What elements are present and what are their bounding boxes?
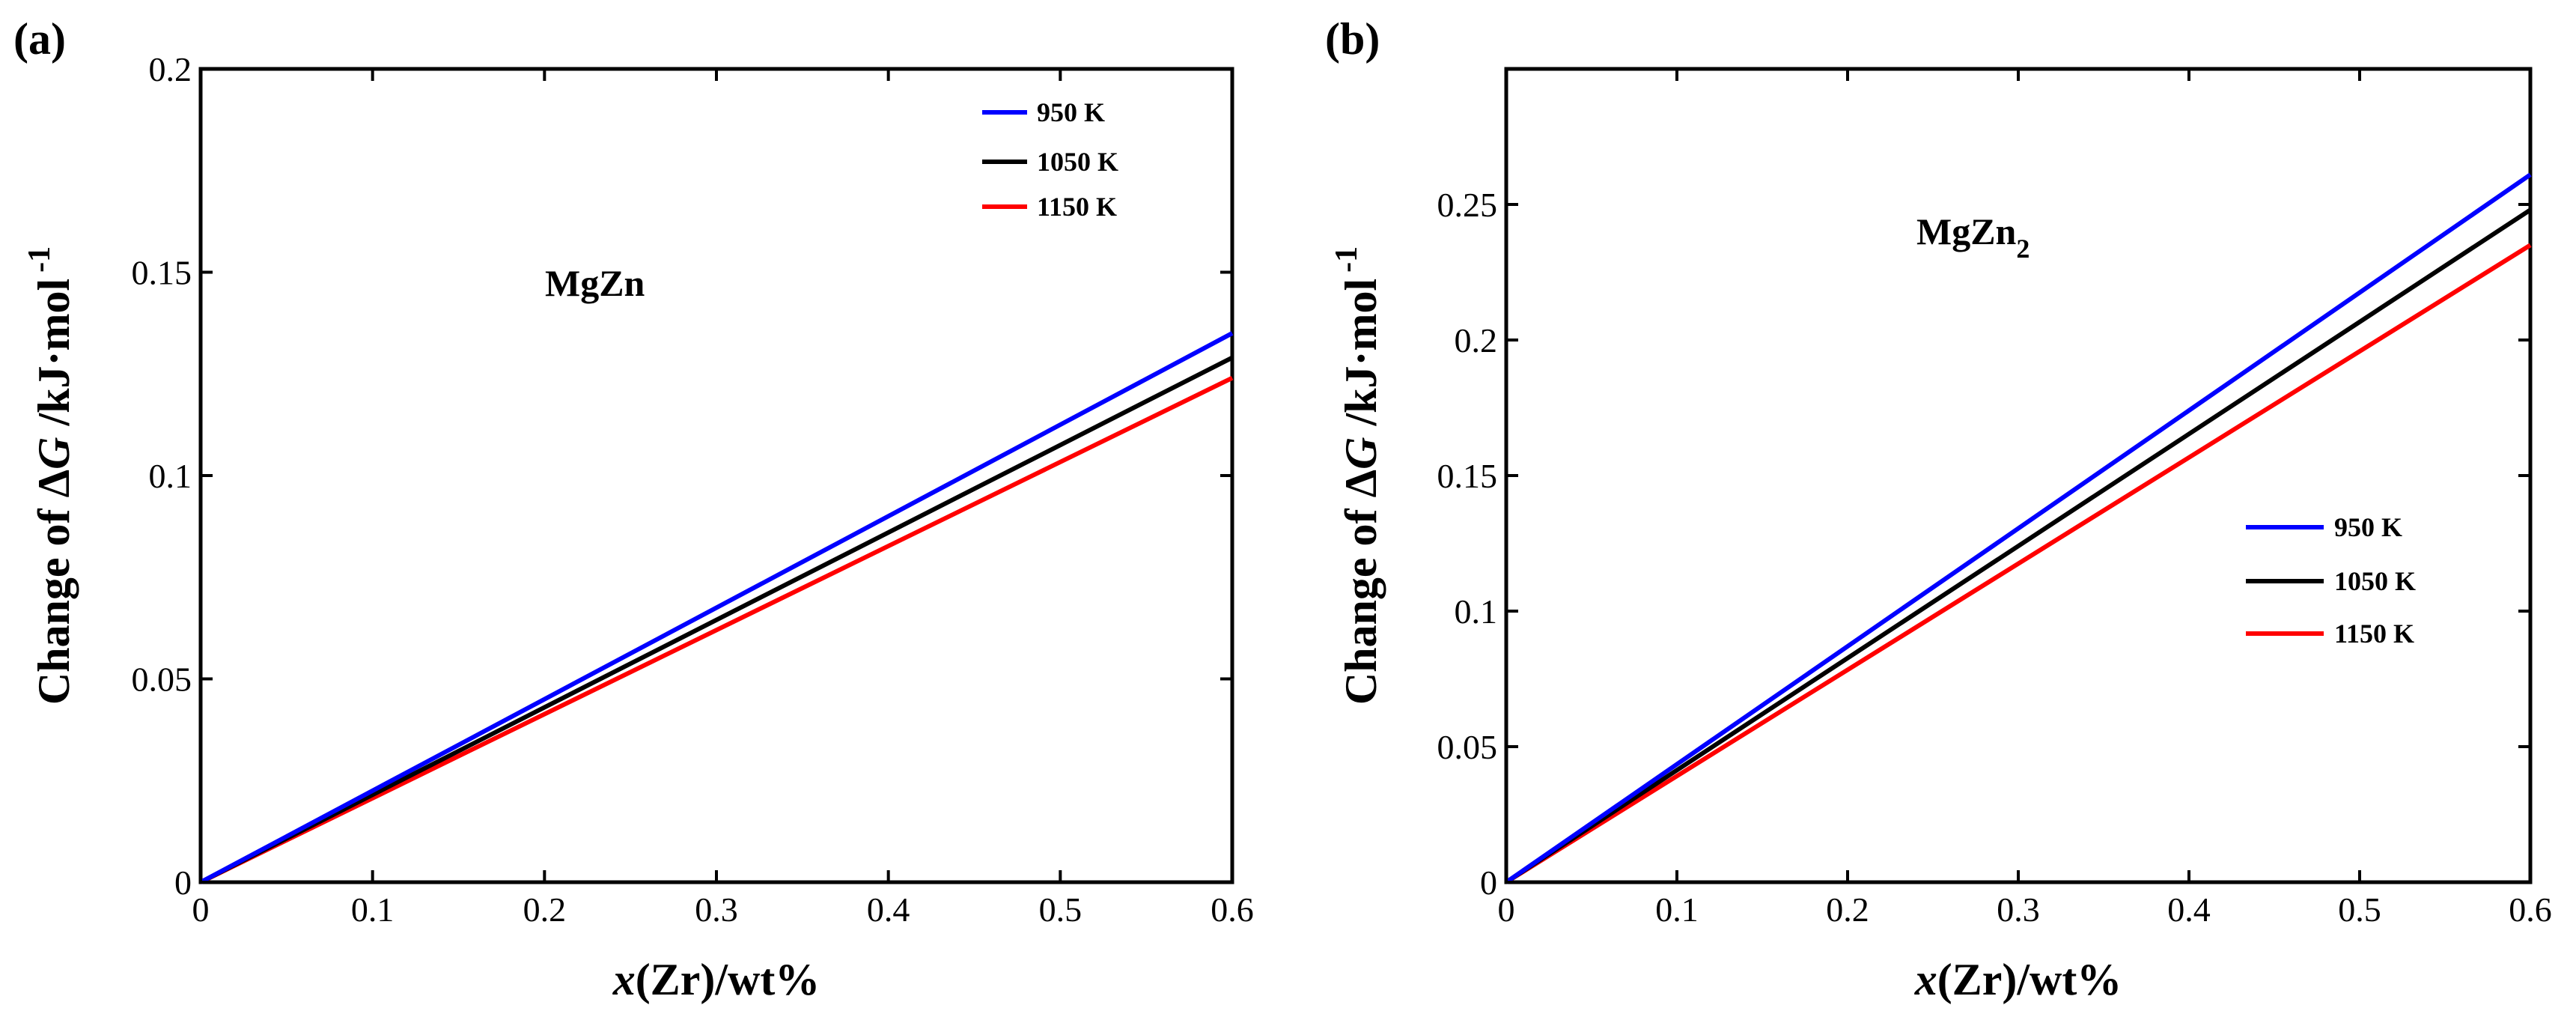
x-tick-label: 0.4 (2167, 890, 2211, 929)
panel-label: (b) (1325, 14, 1380, 64)
panel-b: (b) 0 0.1 0.2 0.3 0.4 0.5 0.6 0 0.05 0.1 0.15 0.2 0.… (1325, 14, 2552, 1004)
x-tick-label: 0.3 (1997, 890, 2040, 929)
series-layer (1505, 172, 2532, 884)
legend-label-1050k: 1050 K (2334, 566, 2416, 596)
y-axis-label-suffix: /kJ·mol (29, 279, 79, 437)
legend-label-1150k: 1150 K (1037, 192, 1117, 222)
y-tick-label: 0.1 (149, 457, 192, 495)
plot-frame (198, 67, 1234, 884)
legend-label-950k: 950 K (1037, 97, 1105, 127)
compound-annotation: MgZn (545, 262, 645, 304)
x-tick-label: 0.6 (2509, 890, 2552, 929)
x-axis-label: x(Zr)/wt% (612, 955, 820, 1004)
tick-layer: 0 0.1 0.2 0.3 0.4 0.5 0.6 0 0.05 0.1 0.15 0.2 0.25 (1437, 69, 2552, 929)
series-line-1150k (199, 375, 1234, 884)
y-axis-label-prefix: Change of Δ (29, 470, 79, 705)
x-axis-label: x(Zr)/wt% (1914, 955, 2122, 1004)
x-tick-label: 0.2 (1826, 890, 1869, 929)
y-axis-label: Change of ΔG /kJ·mol -1 (1330, 246, 1386, 705)
series-line-950k (199, 331, 1234, 884)
series-line-1150k (1505, 243, 2532, 884)
y-tick-label: 0.15 (132, 254, 192, 292)
plot-frame (1504, 67, 2533, 884)
x-tick-label: 0.5 (1039, 890, 1083, 929)
y-tick-label: 0.05 (132, 661, 192, 699)
y-axis-label-italic: G (29, 437, 79, 470)
y-axis-label-superscript: -1 (22, 246, 57, 273)
annotation-subscript: 2 (2016, 234, 2030, 264)
y-tick-label: 0.1 (1455, 592, 1498, 631)
x-tick-label: 0.5 (2338, 890, 2381, 929)
legend-label-1050k: 1050 K (1037, 147, 1118, 177)
y-axis-label-suffix: /kJ·mol (1336, 279, 1386, 437)
y-tick-label: 0 (174, 863, 192, 902)
y-tick-label: 0.2 (149, 50, 192, 88)
annotation-main: MgZn (1916, 210, 2017, 252)
y-axis-label-superscript: -1 (1330, 246, 1364, 273)
legend: 950 K 1050 K 1150 K (2246, 512, 2416, 649)
y-tick-label: 0.25 (1437, 186, 1498, 224)
x-tick-label: 0.3 (695, 890, 738, 929)
y-tick-label: 0.2 (1455, 321, 1498, 359)
x-axis-label-italic: x (612, 955, 636, 1004)
x-tick-label: 0.1 (351, 890, 395, 929)
legend: 950 K 1050 K 1150 K (982, 97, 1118, 222)
series-line-1050k (1505, 207, 2532, 884)
x-tick-label: 0.6 (1211, 890, 1254, 929)
x-tick-label: 0.2 (523, 890, 567, 929)
compound-annotation: MgZn2 (1916, 210, 2030, 264)
legend-label-1150k: 1150 K (2334, 619, 2414, 649)
y-tick-label: 0.15 (1437, 457, 1498, 495)
series-layer (199, 331, 1234, 884)
panel-label: (a) (13, 14, 66, 64)
x-axis-label-italic: x (1914, 955, 1937, 1004)
annotation-main: MgZn (545, 262, 645, 304)
y-tick-label: 0 (1480, 863, 1497, 902)
series-line-1050k (199, 355, 1234, 884)
y-tick-label: 0.05 (1437, 728, 1498, 766)
x-tick-label: 0 (192, 890, 210, 929)
x-axis-label-text: (Zr)/wt% (636, 955, 820, 1004)
series-line-950k (1505, 172, 2532, 884)
tick-layer: 0 0.1 0.2 0.3 0.4 0.5 0.6 0 0.05 0.1 0.15 0.2 (132, 50, 1254, 929)
y-axis-label-prefix: Change of Δ (1336, 470, 1386, 705)
y-axis-label-italic: G (1336, 437, 1386, 470)
x-tick-label: 0.1 (1655, 890, 1699, 929)
legend-label-950k: 950 K (2334, 512, 2402, 542)
x-axis-label-text: (Zr)/wt% (1937, 955, 2122, 1004)
x-tick-label: 0 (1498, 890, 1515, 929)
panel-a: (a) 0 0.1 0.2 0.3 0.4 0.5 0.6 0 0.05 0.1 0.15 0.2 M… (13, 14, 1254, 1004)
x-tick-label: 0.4 (867, 890, 910, 929)
y-axis-label: Change of ΔG /kJ·mol -1 (22, 246, 79, 705)
